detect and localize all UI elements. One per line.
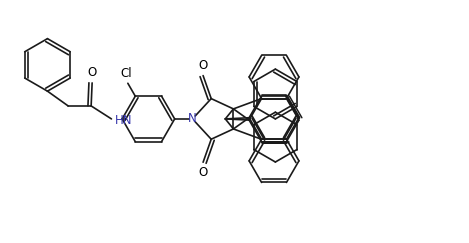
- Text: O: O: [198, 59, 208, 72]
- Text: HN: HN: [114, 114, 132, 127]
- Text: N: N: [188, 113, 197, 125]
- Text: Cl: Cl: [120, 67, 132, 80]
- Text: O: O: [198, 166, 208, 179]
- Text: O: O: [88, 67, 97, 79]
